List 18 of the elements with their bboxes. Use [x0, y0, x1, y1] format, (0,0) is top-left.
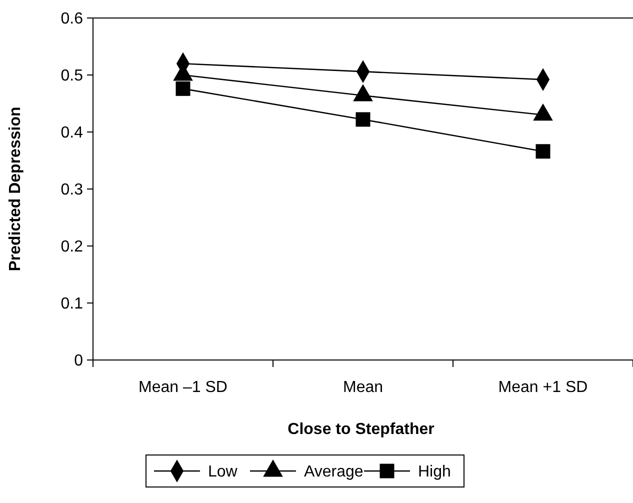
point	[356, 112, 370, 127]
legend-label: High	[418, 464, 451, 481]
y-tick-label: 0.5	[60, 68, 84, 85]
point	[536, 144, 550, 159]
x-tick-label: Mean	[342, 379, 384, 396]
y-tick-label: 0.4	[60, 124, 84, 142]
x-tick-label: Mean –1 SD	[138, 379, 228, 396]
y-axis-title: Predicted Depression	[7, 106, 24, 272]
legend-label: Average	[304, 464, 364, 481]
x-tick-label: Mean +1 SD	[498, 379, 588, 396]
y-tick-label: 0	[74, 352, 84, 370]
x-axis-title: Close to Stepfather	[288, 421, 434, 438]
y-tick-label: 0.2	[60, 238, 84, 256]
y-tick-label: 0.6	[60, 10, 84, 28]
y-tick-label: 0.3	[60, 182, 84, 199]
legend-label: Low	[208, 464, 238, 481]
y-tick-label: 0.1	[60, 296, 84, 313]
point	[176, 81, 190, 96]
